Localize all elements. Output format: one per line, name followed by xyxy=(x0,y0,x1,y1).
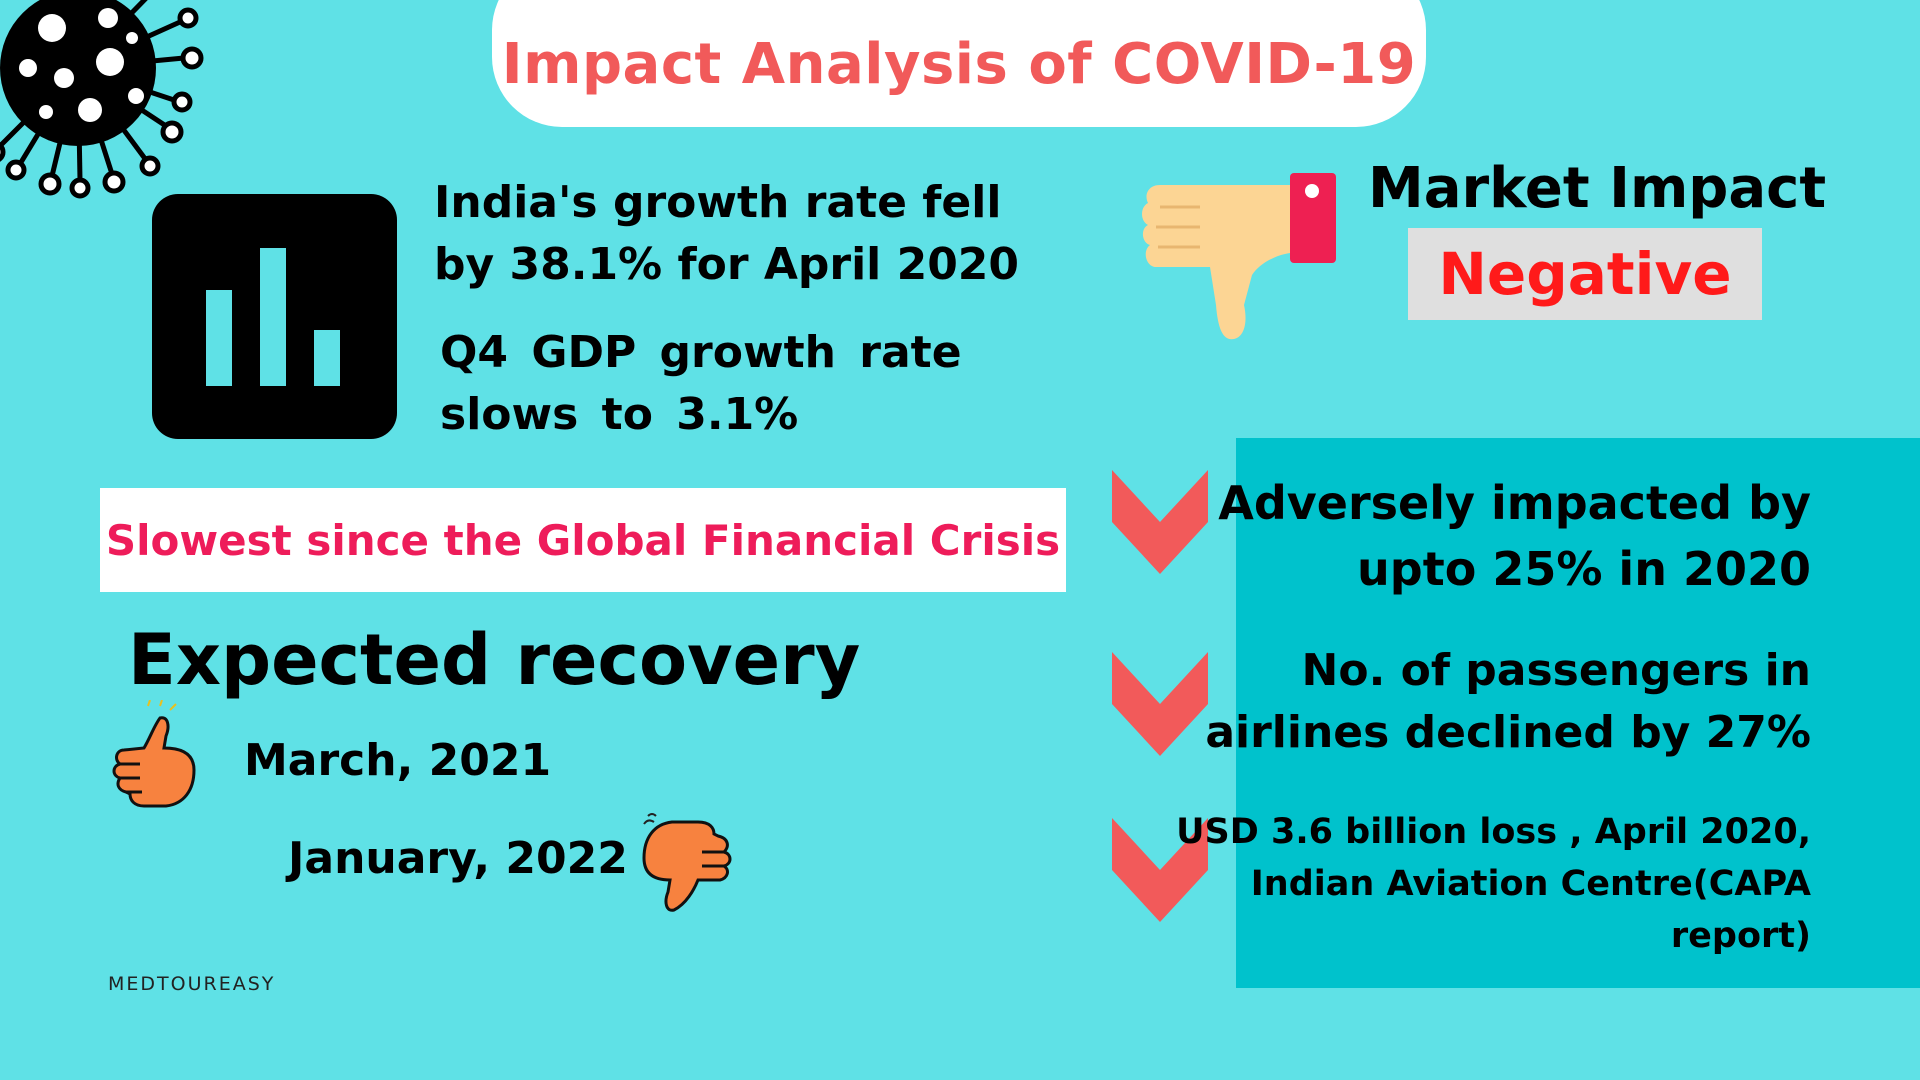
growth-statement: India's growth rate fell by 38.1% for Ap… xyxy=(434,172,1019,296)
impact-item-1: Adversely impacted by upto 25% in 2020 xyxy=(1218,470,1811,602)
slowest-banner: Slowest since the Global Financial Crisi… xyxy=(100,488,1066,592)
impact-item-2: No. of passengers in airlines declined b… xyxy=(1205,640,1811,764)
recovery-pessimistic: January, 2022 xyxy=(288,833,628,884)
impact-item-3-line-3: report) xyxy=(1670,916,1811,956)
impact-item-1-line-1: Adversely impacted by xyxy=(1218,476,1811,530)
gdp-statement: Q4 GDP growth rate slows to 3.1% xyxy=(440,322,962,446)
impact-item-1-line-2: upto 25% in 2020 xyxy=(1357,542,1811,596)
thumbs-down-small-icon xyxy=(642,813,732,912)
bar-chart-icon xyxy=(152,194,397,439)
page-title: Impact Analysis of COVID-19 xyxy=(501,32,1417,97)
impact-item-3-line-2: Indian Aviation Centre(CAPA xyxy=(1250,864,1811,904)
slowest-banner-text: Slowest since the Global Financial Crisi… xyxy=(105,515,1061,565)
growth-line-1: India's growth rate fell xyxy=(434,177,1002,228)
recovery-optimistic: March, 2021 xyxy=(244,735,552,786)
impact-item-2-line-2: airlines declined by 27% xyxy=(1205,707,1811,758)
chevron-down-icon xyxy=(1112,818,1208,922)
title-banner: Impact Analysis of COVID-19 xyxy=(492,0,1426,127)
chevron-down-icon xyxy=(1112,470,1208,574)
impact-item-3: USD 3.6 billion loss , April 2020, India… xyxy=(1176,806,1811,962)
impact-item-3-line-1: USD 3.6 billion loss , April 2020, xyxy=(1176,812,1811,852)
virus-icon xyxy=(0,0,204,199)
gdp-line-2: slows to 3.1% xyxy=(440,389,799,440)
growth-line-2: by 38.1% for April 2020 xyxy=(434,239,1020,290)
impact-item-2-line-1: No. of passengers in xyxy=(1301,645,1811,696)
brand-name: MEDTOUREASY xyxy=(108,973,276,995)
chevron-down-icon xyxy=(1112,652,1208,756)
market-impact-title: Market Impact xyxy=(1368,156,1827,221)
market-verdict-badge: Negative xyxy=(1408,228,1762,320)
market-verdict-text: Negative xyxy=(1438,240,1732,308)
recovery-title: Expected recovery xyxy=(128,619,861,701)
gdp-line-1: Q4 GDP growth rate xyxy=(440,327,962,378)
thumbs-up-icon xyxy=(112,700,196,808)
impact-panel xyxy=(1236,438,1920,988)
thumbs-down-icon xyxy=(1142,173,1336,340)
